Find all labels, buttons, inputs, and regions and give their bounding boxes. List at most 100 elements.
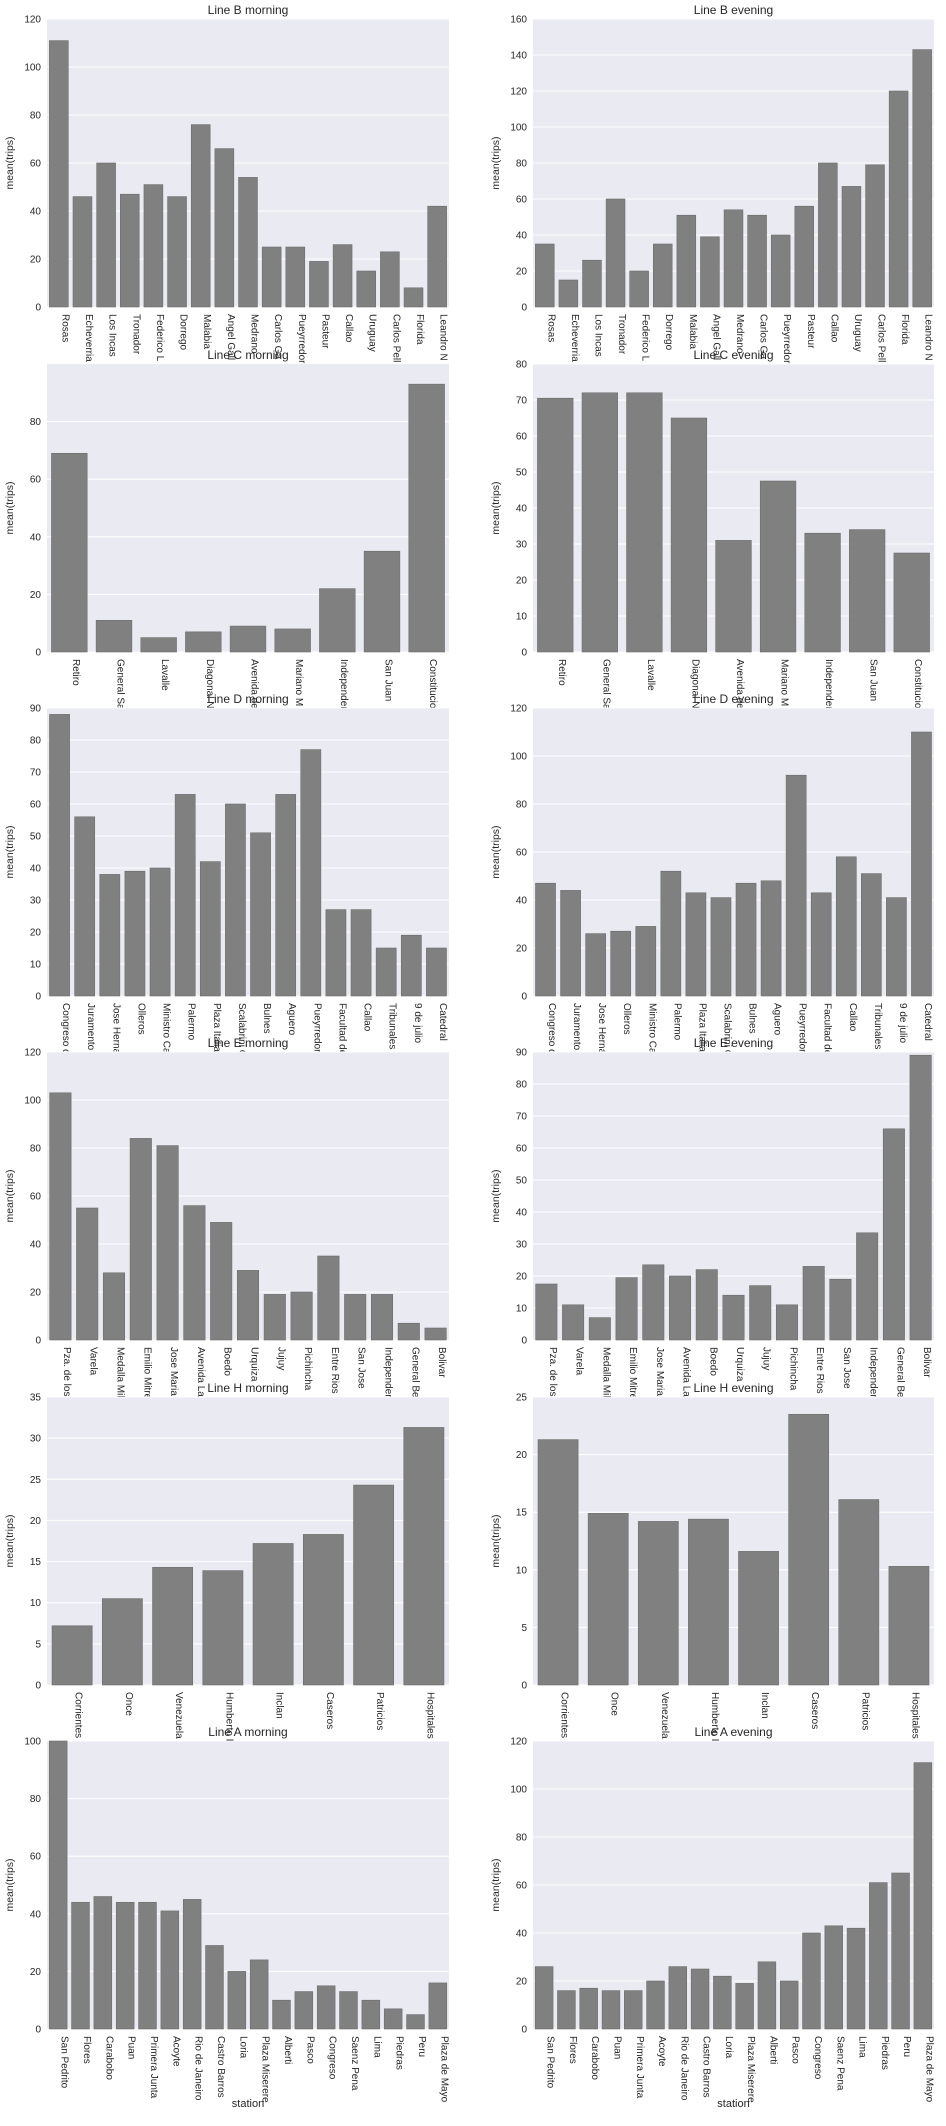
x-tick-label: Urquiza <box>249 1347 260 1382</box>
bar <box>261 246 282 308</box>
bar <box>356 270 376 308</box>
x-tick-label: Medalla Mil <box>115 1347 126 1398</box>
y-tick-label: 120 <box>24 1048 41 1059</box>
x-tick-label: Avenida La <box>681 1347 692 1397</box>
bar <box>635 926 657 997</box>
y-tick-label: 60 <box>30 800 42 811</box>
bar <box>309 261 329 308</box>
y-tick-label: 20 <box>30 1967 42 1978</box>
bar <box>427 205 447 308</box>
bar <box>227 1971 247 2030</box>
plot-area <box>47 1741 449 2029</box>
x-tick-label: Emilio Mitre <box>627 1347 638 1400</box>
y-axis-label: mean(trips) <box>4 1169 16 1222</box>
y-tick-label: 80 <box>30 417 42 428</box>
bar <box>610 930 632 997</box>
bar <box>51 452 88 653</box>
bar <box>560 890 581 997</box>
x-tick-label: Pza. de los <box>61 1347 72 1396</box>
x-tick-label: Medalla Mil <box>600 1347 611 1398</box>
x-tick-label: Pueyrredor <box>311 1003 322 1053</box>
bar <box>760 880 782 997</box>
x-tick-label: Varela <box>88 1347 99 1376</box>
x-tick-label: Caseros <box>809 1692 820 1729</box>
y-tick-label: 0 <box>35 2025 41 2036</box>
bar <box>785 774 807 997</box>
y-tick-label: 120 <box>510 704 527 715</box>
x-tick-label: Alberti <box>282 2036 293 2064</box>
x-tick-label: Medrano <box>249 314 260 354</box>
bar <box>588 1317 611 1341</box>
x-tick-label: Flores <box>567 2036 578 2064</box>
bar <box>93 1896 113 2030</box>
x-tick-label: Saenz Pena <box>349 2036 360 2091</box>
y-axis-label: mean(trips) <box>490 1169 502 1222</box>
x-tick-label: Constitucio <box>427 659 438 709</box>
x-tick-label: Aguero <box>286 1003 297 1036</box>
bar <box>272 1999 291 2030</box>
x-tick-label: Peru <box>901 2036 912 2057</box>
bar <box>891 1872 910 2030</box>
x-tick-label: Malabia <box>687 314 698 349</box>
y-tick-label: 120 <box>24 15 41 26</box>
y-axis-label: mean(trips) <box>490 825 502 878</box>
y-tick-label: 20 <box>516 1450 528 1461</box>
x-tick-label: Olleros <box>621 1003 632 1035</box>
y-tick-label: 30 <box>516 540 528 551</box>
bar <box>886 897 907 997</box>
bar <box>802 1932 821 2030</box>
x-tick-label: Carlos Ga <box>272 314 283 359</box>
chart-title: Line H morning <box>207 1381 288 1395</box>
y-tick-label: 70 <box>516 1112 528 1123</box>
x-tick-label: Jujuy <box>761 1347 772 1370</box>
bar <box>710 897 732 997</box>
x-tick-label: Medrano <box>734 314 745 354</box>
bar <box>865 164 885 308</box>
y-tick-label: 0 <box>521 2025 527 2036</box>
y-tick-label: 120 <box>510 87 527 98</box>
bar <box>802 1266 825 1341</box>
x-tick-label: Catedral <box>437 1003 448 1041</box>
x-tick-label: Retiro <box>556 659 567 686</box>
bar <box>403 287 424 308</box>
y-tick-label: 0 <box>521 1681 527 1692</box>
y-tick-label: 80 <box>30 111 42 122</box>
x-tick-label: Saenz Pena <box>834 2036 845 2091</box>
bar <box>810 892 832 997</box>
chart-title: Line A morning <box>208 1725 287 1739</box>
chart-title: Line E evening <box>694 1036 773 1050</box>
bar <box>252 1543 294 1686</box>
bar <box>685 892 707 997</box>
bar <box>202 1570 244 1686</box>
bar <box>406 2014 425 2030</box>
bar <box>913 1762 933 2030</box>
x-tick-label: Facultad de <box>336 1003 347 1056</box>
bar <box>317 1255 340 1341</box>
x-tick-label: Rio de Janeiro <box>193 2036 204 2101</box>
x-tick-label: Bulnes <box>747 1003 758 1034</box>
x-tick-label: Jose Maria <box>168 1347 179 1396</box>
x-tick-label: Lima <box>371 2036 382 2058</box>
y-tick-label: 40 <box>30 207 42 218</box>
bar <box>129 1138 152 1341</box>
x-tick-label: Bolivar <box>436 1347 447 1378</box>
y-tick-label: 100 <box>24 1737 41 1748</box>
bar <box>101 1598 143 1686</box>
y-axis-label: mean(trips) <box>4 136 16 189</box>
y-tick-label: 50 <box>516 1176 528 1187</box>
bar <box>838 1499 880 1686</box>
x-tick-label: Puan <box>611 2036 622 2059</box>
x-tick-label: Uruguay <box>852 314 863 352</box>
x-tick-label: Pasco <box>304 2036 315 2064</box>
bar <box>210 1222 233 1341</box>
y-tick-label: 40 <box>516 231 528 242</box>
x-tick-label: Carabobo <box>589 2036 600 2080</box>
bar <box>350 909 372 997</box>
y-tick-label: 40 <box>30 1240 42 1251</box>
x-tick-label: 9 de julio <box>412 1003 423 1043</box>
x-tick-label: Mariano M <box>293 659 304 706</box>
y-axis-label: mean(trips) <box>490 1858 502 1911</box>
x-tick-label: San Jose <box>841 1347 852 1389</box>
bar <box>779 1980 799 2030</box>
y-tick-label: 20 <box>516 576 528 587</box>
